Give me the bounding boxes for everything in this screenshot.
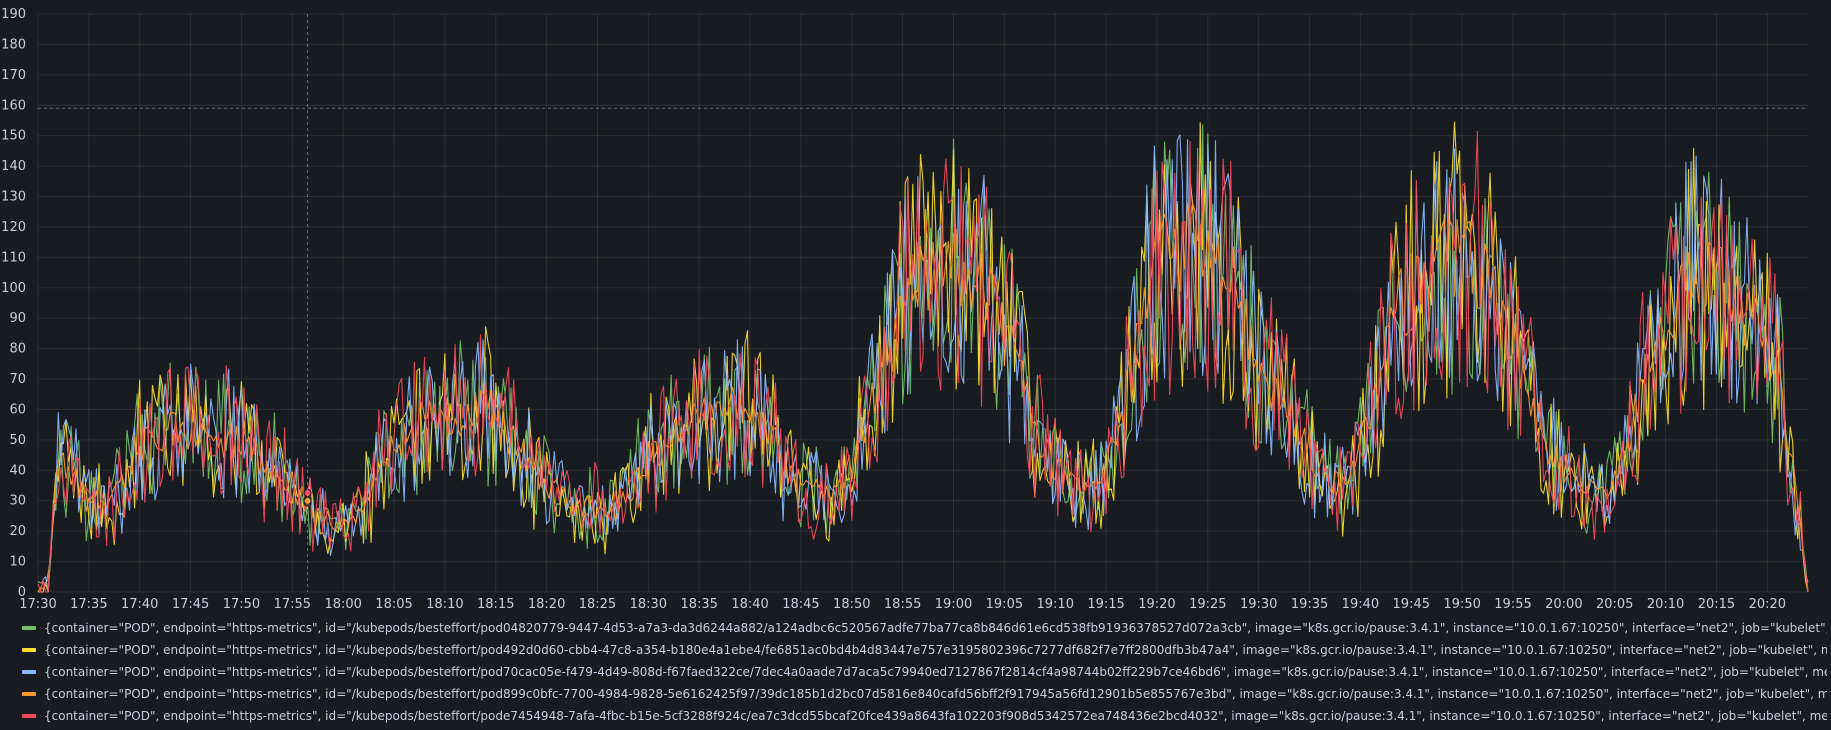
x-tick-label: 19:15 xyxy=(1087,597,1124,612)
legend-label: {container="POD", endpoint="https-metric… xyxy=(44,709,1827,723)
x-tick-label: 17:30 xyxy=(19,597,56,612)
x-tick-label: 18:20 xyxy=(528,597,565,612)
overlay xyxy=(38,14,1808,592)
x-tick-label: 17:35 xyxy=(70,597,107,612)
x-tick-label: 19:35 xyxy=(1291,597,1328,612)
y-tick-label: 110 xyxy=(1,250,26,265)
y-tick-label: 150 xyxy=(1,129,26,144)
y-tick-label: 40 xyxy=(9,463,26,478)
legend-label: {container="POD", endpoint="https-metric… xyxy=(44,643,1827,657)
y-tick-label: 180 xyxy=(1,37,26,52)
y-tick-label: 0 xyxy=(18,585,26,600)
x-axis: 17:30 17:35 17:40 17:45 17:50 17:55 18:00 18:05… xyxy=(19,597,1786,612)
legend: {container="POD", endpoint="https-metric… xyxy=(22,617,1827,727)
legend-label: {container="POD", endpoint="https-metric… xyxy=(44,665,1827,679)
x-tick-label: 18:35 xyxy=(680,597,717,612)
x-tick-label: 20:10 xyxy=(1647,597,1684,612)
legend-item[interactable]: {container="POD", endpoint="https-metric… xyxy=(22,639,1827,661)
y-tick-label: 160 xyxy=(1,98,26,113)
legend-label: {container="POD", endpoint="https-metric… xyxy=(44,687,1827,701)
x-tick-label: 17:50 xyxy=(223,597,260,612)
y-tick-label: 140 xyxy=(1,159,26,174)
series-line-4 xyxy=(37,202,1809,593)
x-tick-label: 18:50 xyxy=(833,597,870,612)
x-tick-label: 19:05 xyxy=(986,597,1023,612)
x-tick-label: 18:00 xyxy=(324,597,361,612)
x-tick-label: 17:55 xyxy=(274,597,311,612)
legend-color-swatch xyxy=(22,670,36,674)
series-line-5 xyxy=(37,131,1809,593)
x-tick-label: 19:45 xyxy=(1393,597,1430,612)
x-tick-label: 18:15 xyxy=(477,597,514,612)
legend-item[interactable]: {container="POD", endpoint="https-metric… xyxy=(22,683,1827,705)
y-axis: 0 10 20 30 40 50 60 70 80 90 100 110 120 130 140 150 160… xyxy=(1,7,26,600)
legend-item[interactable]: {container="POD", endpoint="https-metric… xyxy=(22,661,1827,683)
y-tick-label: 80 xyxy=(9,342,26,357)
legend-color-swatch xyxy=(22,648,36,652)
y-tick-label: 130 xyxy=(1,190,26,205)
legend-color-swatch xyxy=(22,626,36,630)
y-tick-label: 10 xyxy=(9,555,26,570)
hover-point-4 xyxy=(303,496,312,505)
legend-item[interactable]: {container="POD", endpoint="https-metric… xyxy=(22,617,1827,639)
y-tick-label: 20 xyxy=(9,524,26,539)
x-tick-label: 19:40 xyxy=(1342,597,1379,612)
x-tick-label: 19:55 xyxy=(1494,597,1531,612)
x-tick-label: 18:10 xyxy=(426,597,463,612)
y-tick-label: 70 xyxy=(9,372,26,387)
x-tick-label: 18:05 xyxy=(375,597,412,612)
y-tick-label: 120 xyxy=(1,220,26,235)
x-tick-label: 18:40 xyxy=(731,597,768,612)
x-tick-label: 18:30 xyxy=(630,597,667,612)
x-tick-label: 18:55 xyxy=(884,597,921,612)
x-tick-label: 19:30 xyxy=(1240,597,1277,612)
x-tick-label: 19:25 xyxy=(1189,597,1226,612)
x-tick-label: 17:45 xyxy=(172,597,209,612)
series-line-3 xyxy=(38,134,1809,593)
x-tick-label: 18:25 xyxy=(579,597,616,612)
y-tick-label: 50 xyxy=(9,433,26,448)
y-tick-label: 30 xyxy=(9,494,26,509)
legend-label: {container="POD", endpoint="https-metric… xyxy=(44,621,1827,635)
x-tick-label: 17:40 xyxy=(121,597,158,612)
x-tick-label: 18:45 xyxy=(782,597,819,612)
y-tick-label: 170 xyxy=(1,68,26,83)
legend-item[interactable]: {container="POD", endpoint="https-metric… xyxy=(22,705,1827,727)
x-tick-label: 20:00 xyxy=(1545,597,1582,612)
time-series-chart[interactable]: 0 10 20 30 40 50 60 70 80 90 100 110 120 130 140 150 160… xyxy=(0,0,1831,612)
x-tick-label: 20:20 xyxy=(1749,597,1786,612)
legend-color-swatch xyxy=(22,692,36,696)
x-tick-label: 20:05 xyxy=(1596,597,1633,612)
y-tick-label: 190 xyxy=(1,7,26,22)
x-tick-label: 19:50 xyxy=(1443,597,1480,612)
series-lines xyxy=(37,121,1809,593)
y-tick-label: 90 xyxy=(9,311,26,326)
x-tick-label: 19:10 xyxy=(1037,597,1074,612)
x-tick-label: 19:20 xyxy=(1138,597,1175,612)
y-tick-label: 100 xyxy=(1,281,26,296)
legend-color-swatch xyxy=(22,714,36,718)
x-tick-label: 20:15 xyxy=(1698,597,1735,612)
y-tick-label: 60 xyxy=(9,402,26,417)
hover-point-5 xyxy=(303,488,312,497)
x-tick-label: 19:00 xyxy=(935,597,972,612)
